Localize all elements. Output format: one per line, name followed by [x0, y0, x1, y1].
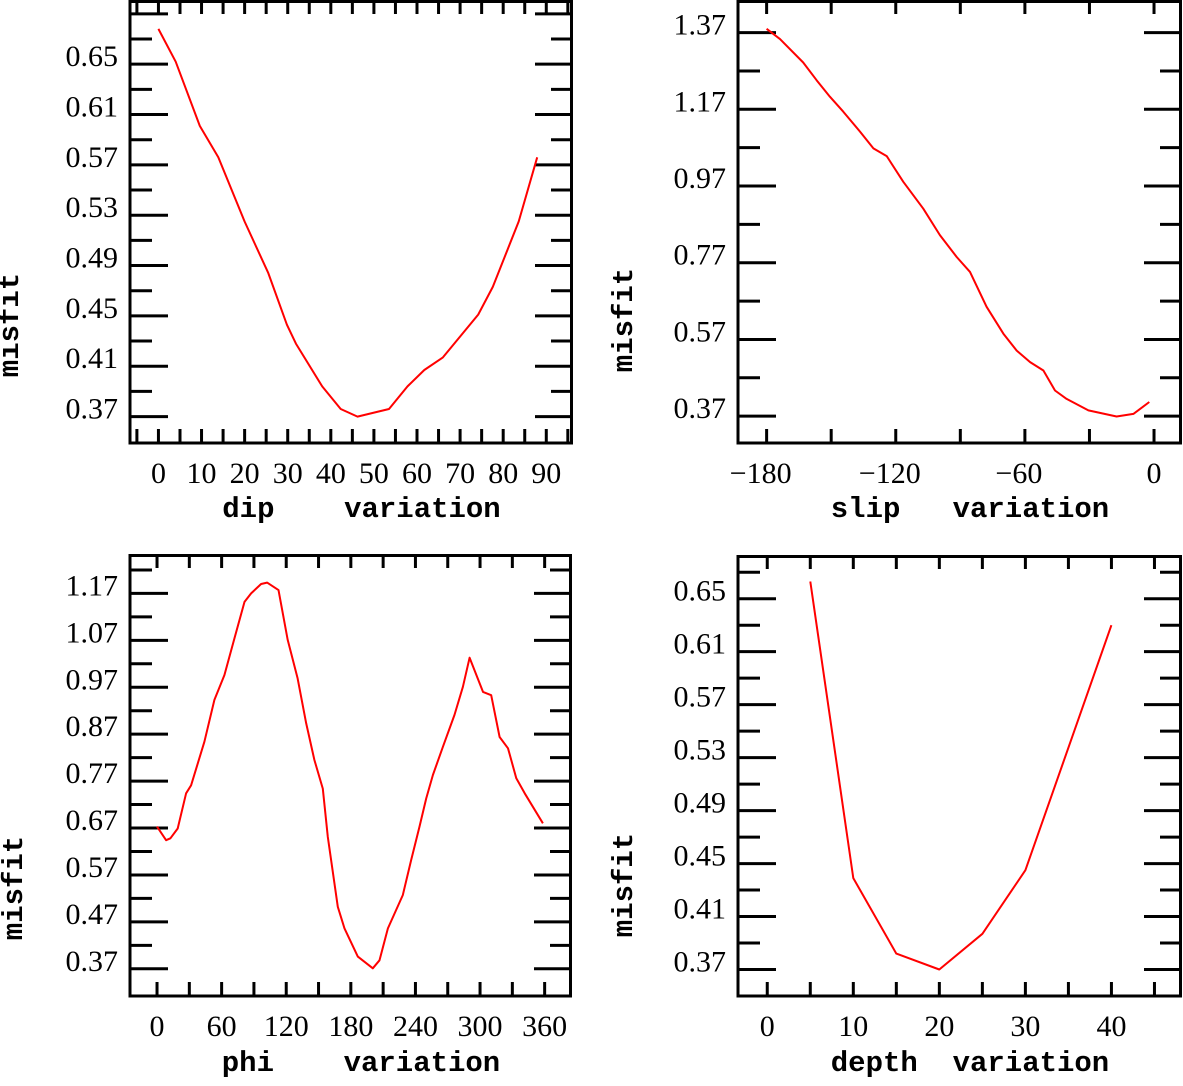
y-tick-label: 0.37 [66, 945, 119, 978]
x-tick-label: −180 [730, 457, 792, 490]
x-tick-label: 60 [402, 457, 432, 490]
x-tick-label: 120 [264, 1010, 309, 1043]
panel-3: 0 60 120 180 240 300 360 0.37 0.47 0.57 0.67 0.77 0.… [0, 554, 572, 1080]
plot-frame [128, 0, 573, 445]
y-tick-label: 0.65 [674, 575, 727, 608]
plot-frame [736, 555, 1182, 998]
y-tick-label: 1.07 [66, 616, 119, 649]
y-axis-title: misfit [608, 268, 641, 372]
y-tick-label: 0.37 [674, 946, 727, 979]
plot-frame [736, 0, 1182, 445]
y-tick-label: 0.57 [674, 315, 727, 348]
y-tick-label: 1.37 [674, 9, 727, 42]
x-tick-label: 0 [150, 1010, 165, 1043]
y-tick-label: 0.47 [66, 898, 119, 931]
x-tick-label: 20 [230, 457, 260, 490]
y-tick-label: 0.61 [674, 628, 727, 661]
x-tick-label: 0 [1147, 457, 1162, 490]
y-tick-label: 0.53 [674, 734, 727, 767]
y-tick-label: 0.37 [66, 393, 119, 426]
x-tick-label: 40 [1096, 1010, 1126, 1043]
y-tick-label: 0.57 [674, 681, 727, 714]
x-tick-label: 300 [458, 1010, 503, 1043]
y-tick-label: 0.65 [66, 40, 119, 73]
x-tick-label: 0 [151, 457, 166, 490]
x-tick-label: 80 [488, 457, 518, 490]
series-line-misfit [157, 28, 539, 418]
y-tick-label: 0.37 [674, 392, 727, 425]
y-tick-label: 0.45 [66, 292, 119, 325]
x-tick-label: 70 [445, 457, 475, 490]
x-tick-label: −120 [859, 457, 921, 490]
x-tick-label: 240 [393, 1010, 438, 1043]
y-axis-title: misfit [0, 836, 31, 940]
series-line-misfit [765, 28, 1150, 418]
x-tick-label: −60 [995, 457, 1042, 490]
panel-4: 0 10 20 30 40 0.37 0.41 0.45 0.49 0.53 0.57 0.61 0.6… [608, 555, 1182, 1080]
x-tick-label: 60 [207, 1010, 237, 1043]
x-axis-title: phi variation [222, 1047, 500, 1080]
x-tick-label: 10 [838, 1010, 868, 1043]
x-axis-title: slip variation [831, 493, 1109, 526]
x-tick-label: 180 [328, 1010, 373, 1043]
y-axis-title: misfit [608, 833, 641, 937]
x-tick-label: 360 [522, 1010, 567, 1043]
y-tick-label: 0.49 [674, 787, 727, 820]
y-tick-label: 0.97 [674, 162, 727, 195]
panel-2: −180 −120 −60 0 0.37 0.57 0.77 0.97 1.17 1.37 slip… [608, 0, 1182, 526]
x-tick-label: 40 [316, 457, 346, 490]
y-tick-label: 0.45 [674, 840, 727, 873]
y-axis-title: misfit [0, 273, 27, 377]
x-tick-label: 20 [924, 1010, 954, 1043]
y-tick-label: 0.49 [66, 242, 119, 275]
panel-1: 0 10 20 30 40 50 60 70 80 90 0.37 0.41 0.45 0.49 0.53 0… [0, 0, 573, 526]
y-tick-label: 0.61 [66, 91, 119, 124]
y-tick-label: 1.17 [674, 85, 727, 118]
x-tick-label: 50 [359, 457, 389, 490]
y-tick-label: 0.57 [66, 851, 119, 884]
x-tick-label: 30 [1010, 1010, 1040, 1043]
y-tick-label: 0.53 [66, 191, 119, 224]
x-tick-label: 10 [187, 457, 217, 490]
x-tick-label: 30 [273, 457, 303, 490]
y-tick-label: 0.41 [66, 342, 119, 375]
x-tick-label: 0 [760, 1010, 775, 1043]
y-tick-label: 1.17 [66, 569, 119, 602]
y-tick-label: 0.67 [66, 804, 119, 837]
plot-frame [128, 554, 572, 998]
x-tick-label: 90 [531, 457, 561, 490]
y-tick-label: 0.97 [66, 663, 119, 696]
y-tick-label: 0.77 [674, 239, 727, 272]
x-axis-title: depth variation [831, 1047, 1109, 1080]
y-tick-label: 0.87 [66, 710, 119, 743]
series-line-misfit [156, 581, 544, 970]
y-tick-label: 0.41 [674, 893, 727, 926]
y-tick-label: 0.57 [66, 141, 119, 174]
series-line-misfit [809, 581, 1113, 971]
y-tick-label: 0.77 [66, 757, 119, 790]
x-axis-title: dip variation [222, 493, 500, 526]
